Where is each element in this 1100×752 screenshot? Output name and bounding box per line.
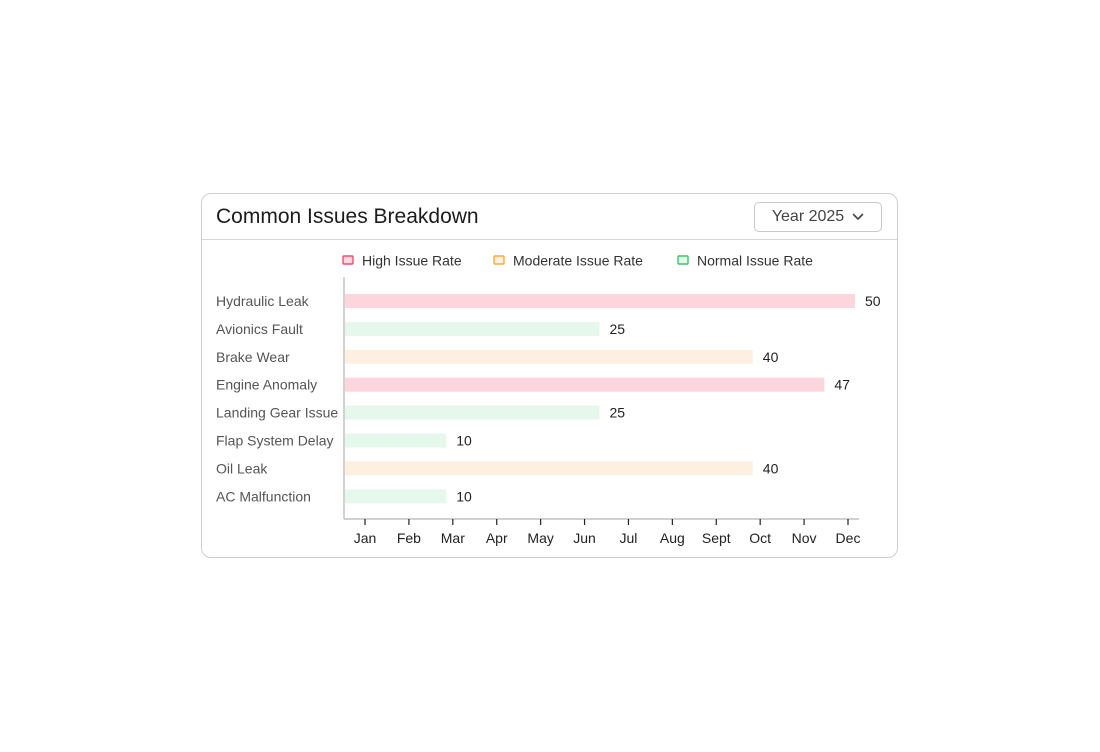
value-label: 10	[456, 433, 472, 449]
value-label: 40	[763, 460, 779, 476]
x-tick-label: Feb	[397, 530, 421, 546]
issues-card: Common Issues Breakdown Year 2025 High I…	[201, 193, 898, 558]
chevron-down-icon	[852, 213, 864, 220]
bar[interactable]	[345, 433, 447, 448]
legend-label-moderate: Moderate Issue Rate	[513, 253, 643, 269]
category-label: Brake Wear	[216, 349, 290, 365]
bar[interactable]	[345, 489, 447, 504]
value-label: 47	[834, 377, 850, 393]
bar[interactable]	[345, 321, 600, 336]
x-tick-label: Apr	[486, 530, 508, 546]
legend-item-normal: Normal Issue Rate	[677, 253, 813, 269]
legend-swatch-moderate	[493, 255, 505, 265]
x-tick-label: Nov	[792, 530, 817, 546]
year-select-value: Year 2025	[771, 208, 845, 225]
value-label: 25	[610, 321, 626, 337]
x-tick-label: Sept	[702, 530, 731, 546]
x-tick-label: May	[527, 530, 553, 546]
x-tick-label: Oct	[749, 530, 771, 546]
category-label: Flap System Delay	[216, 433, 333, 449]
category-label: Engine Anomaly	[216, 377, 317, 393]
x-tick-label: Jun	[573, 530, 596, 546]
card-title: Common Issues Breakdown	[216, 205, 479, 228]
bar[interactable]	[345, 349, 753, 364]
value-label: 50	[865, 293, 881, 309]
bar[interactable]	[345, 461, 753, 476]
x-tick-label: Mar	[441, 530, 465, 546]
card-header: Common Issues Breakdown Year 2025	[202, 194, 897, 240]
chart-bars: Hydraulic Leak 50 Avionics Fault 25 Brake We…	[216, 293, 881, 504]
legend-label-high: High Issue Rate	[362, 253, 462, 269]
legend-item-high: High Issue Rate	[342, 253, 462, 269]
value-label: 10	[456, 488, 472, 504]
value-label: 25	[610, 405, 626, 421]
chart-legend: High Issue Rate Moderate Issue Rate Normal…	[342, 253, 813, 269]
legend-item-moderate: Moderate Issue Rate	[493, 253, 643, 269]
category-label: Avionics Fault	[216, 321, 303, 337]
bar[interactable]	[345, 377, 825, 392]
bar[interactable]	[345, 405, 600, 420]
legend-swatch-high	[342, 255, 354, 265]
x-tick-label: Jan	[354, 530, 377, 546]
legend-label-normal: Normal Issue Rate	[697, 253, 813, 269]
bar-chart: High Issue Rate Moderate Issue Rate Normal…	[216, 253, 881, 547]
category-label: Hydraulic Leak	[216, 293, 310, 309]
x-tick-label: Dec	[836, 530, 861, 546]
category-label: Oil Leak	[216, 460, 268, 476]
value-label: 40	[763, 349, 779, 365]
legend-swatch-normal	[677, 255, 689, 265]
category-label: AC Malfunction	[216, 488, 311, 504]
category-label: Landing Gear Issue	[216, 405, 338, 421]
bar[interactable]	[345, 294, 855, 308]
chart-axes: Jan Feb Mar Apr May Jun Jul Aug Sept Oct Nov Dec	[343, 277, 861, 546]
year-select[interactable]: Year 2025	[754, 202, 882, 232]
x-tick-label: Jul	[620, 530, 638, 546]
x-tick-label: Aug	[660, 530, 685, 546]
